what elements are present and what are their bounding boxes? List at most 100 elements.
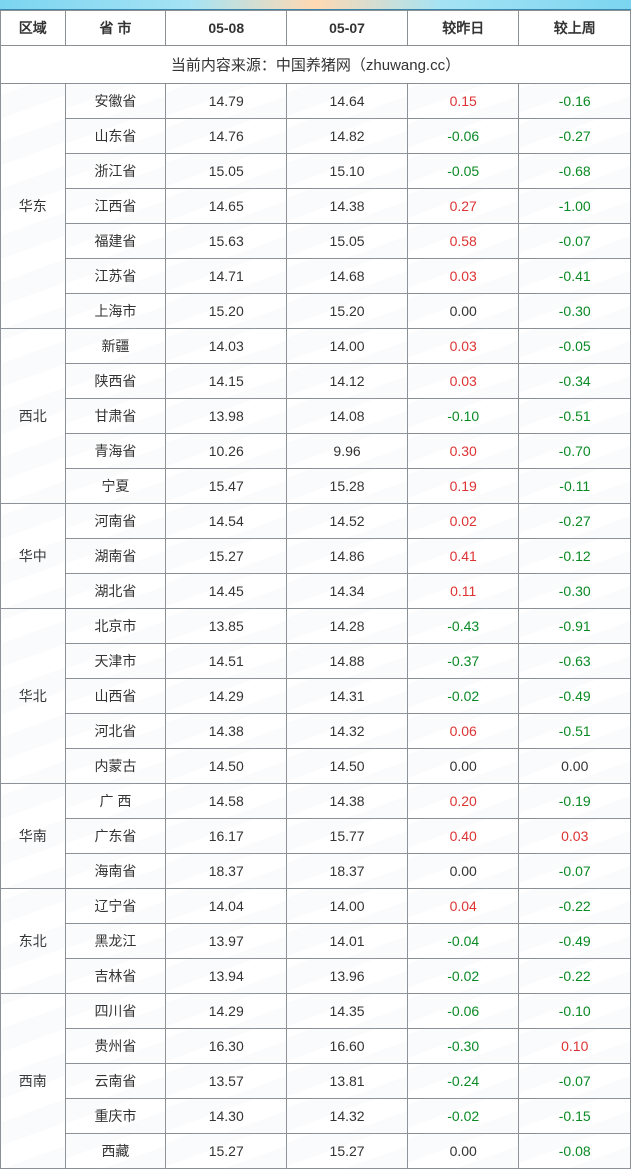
table-row: 西藏15.2715.270.00-0.08 <box>1 1134 631 1169</box>
delta-week-cell: -0.51 <box>519 714 631 749</box>
delta-week-cell: 0.03 <box>519 819 631 854</box>
value-b-cell: 14.68 <box>287 259 408 294</box>
delta-day-cell: -0.02 <box>407 959 519 994</box>
value-b-cell: 18.37 <box>287 854 408 889</box>
value-b-cell: 13.81 <box>287 1064 408 1099</box>
delta-day-cell: 0.15 <box>407 84 519 119</box>
delta-day-cell: 0.02 <box>407 504 519 539</box>
value-a-cell: 14.76 <box>166 119 287 154</box>
province-cell: 福建省 <box>65 224 166 259</box>
col-delta-week-header: 较上周 <box>519 11 631 46</box>
value-a-cell: 15.63 <box>166 224 287 259</box>
delta-day-cell: 0.03 <box>407 364 519 399</box>
value-a-cell: 14.03 <box>166 329 287 364</box>
table-row: 云南省13.5713.81-0.24-0.07 <box>1 1064 631 1099</box>
region-cell: 华中 <box>1 504 66 609</box>
value-b-cell: 14.50 <box>287 749 408 784</box>
value-b-cell: 13.96 <box>287 959 408 994</box>
delta-week-cell: -0.22 <box>519 959 631 994</box>
province-cell: 重庆市 <box>65 1099 166 1134</box>
table-row: 广东省16.1715.770.400.03 <box>1 819 631 854</box>
value-a-cell: 13.57 <box>166 1064 287 1099</box>
delta-week-cell: -0.49 <box>519 924 631 959</box>
delta-day-cell: -0.06 <box>407 994 519 1029</box>
col-a-header: 05-08 <box>166 11 287 46</box>
value-a-cell: 14.15 <box>166 364 287 399</box>
delta-week-cell: -0.91 <box>519 609 631 644</box>
table-body: 华东安徽省14.7914.640.15-0.16山东省14.7614.82-0.… <box>1 84 631 1169</box>
table-row: 黑龙江13.9714.01-0.04-0.49 <box>1 924 631 959</box>
value-a-cell: 15.20 <box>166 294 287 329</box>
table-row: 宁夏15.4715.280.19-0.11 <box>1 469 631 504</box>
value-a-cell: 14.29 <box>166 679 287 714</box>
table-row: 内蒙古14.5014.500.000.00 <box>1 749 631 784</box>
value-b-cell: 14.86 <box>287 539 408 574</box>
value-a-cell: 14.50 <box>166 749 287 784</box>
delta-day-cell: 0.04 <box>407 889 519 924</box>
delta-week-cell: -0.27 <box>519 119 631 154</box>
delta-day-cell: -0.43 <box>407 609 519 644</box>
delta-day-cell: -0.05 <box>407 154 519 189</box>
table-row: 浙江省15.0515.10-0.05-0.68 <box>1 154 631 189</box>
value-a-cell: 14.65 <box>166 189 287 224</box>
delta-day-cell: -0.02 <box>407 679 519 714</box>
province-cell: 辽宁省 <box>65 889 166 924</box>
value-b-cell: 14.64 <box>287 84 408 119</box>
value-b-cell: 14.38 <box>287 189 408 224</box>
province-cell: 北京市 <box>65 609 166 644</box>
value-a-cell: 14.71 <box>166 259 287 294</box>
value-a-cell: 14.51 <box>166 644 287 679</box>
province-cell: 湖北省 <box>65 574 166 609</box>
region-cell: 华东 <box>1 84 66 329</box>
province-cell: 江西省 <box>65 189 166 224</box>
value-b-cell: 15.27 <box>287 1134 408 1169</box>
delta-week-cell: -0.68 <box>519 154 631 189</box>
table-row: 福建省15.6315.050.58-0.07 <box>1 224 631 259</box>
delta-week-cell: -0.16 <box>519 84 631 119</box>
delta-week-cell: -0.22 <box>519 889 631 924</box>
delta-week-cell: -0.30 <box>519 294 631 329</box>
province-cell: 河北省 <box>65 714 166 749</box>
delta-day-cell: -0.04 <box>407 924 519 959</box>
province-cell: 宁夏 <box>65 469 166 504</box>
province-cell: 安徽省 <box>65 84 166 119</box>
delta-day-cell: 0.00 <box>407 294 519 329</box>
table-row: 河北省14.3814.320.06-0.51 <box>1 714 631 749</box>
delta-day-cell: 0.27 <box>407 189 519 224</box>
value-b-cell: 14.82 <box>287 119 408 154</box>
table-row: 湖南省15.2714.860.41-0.12 <box>1 539 631 574</box>
delta-week-cell: -0.05 <box>519 329 631 364</box>
value-b-cell: 14.32 <box>287 1099 408 1134</box>
delta-week-cell: 0.10 <box>519 1029 631 1064</box>
value-b-cell: 14.52 <box>287 504 408 539</box>
value-a-cell: 15.27 <box>166 1134 287 1169</box>
value-b-cell: 14.88 <box>287 644 408 679</box>
delta-week-cell: 0.00 <box>519 749 631 784</box>
table-row: 华北北京市13.8514.28-0.43-0.91 <box>1 609 631 644</box>
table-row: 天津市14.5114.88-0.37-0.63 <box>1 644 631 679</box>
table-row: 青海省10.269.960.30-0.70 <box>1 434 631 469</box>
table-row: 重庆市14.3014.32-0.02-0.15 <box>1 1099 631 1134</box>
province-cell: 江苏省 <box>65 259 166 294</box>
delta-day-cell: 0.06 <box>407 714 519 749</box>
col-province-header: 省 市 <box>65 11 166 46</box>
province-cell: 甘肃省 <box>65 399 166 434</box>
delta-week-cell: -0.41 <box>519 259 631 294</box>
value-a-cell: 10.26 <box>166 434 287 469</box>
province-cell: 湖南省 <box>65 539 166 574</box>
delta-week-cell: -0.49 <box>519 679 631 714</box>
value-b-cell: 14.32 <box>287 714 408 749</box>
delta-day-cell: -0.10 <box>407 399 519 434</box>
value-a-cell: 14.54 <box>166 504 287 539</box>
delta-day-cell: 0.11 <box>407 574 519 609</box>
value-b-cell: 9.96 <box>287 434 408 469</box>
value-b-cell: 14.00 <box>287 889 408 924</box>
delta-day-cell: 0.00 <box>407 854 519 889</box>
col-b-header: 05-07 <box>287 11 408 46</box>
delta-week-cell: -0.63 <box>519 644 631 679</box>
table-row: 华东安徽省14.7914.640.15-0.16 <box>1 84 631 119</box>
col-region-header: 区域 <box>1 11 66 46</box>
value-b-cell: 14.12 <box>287 364 408 399</box>
delta-day-cell: 0.40 <box>407 819 519 854</box>
delta-day-cell: -0.24 <box>407 1064 519 1099</box>
